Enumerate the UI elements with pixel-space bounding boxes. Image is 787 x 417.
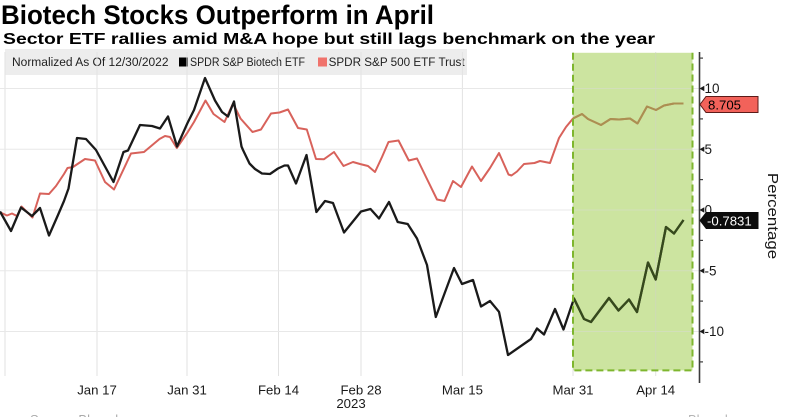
svg-text:Normalized As Of 12/30/2022: Normalized As Of 12/30/2022: [12, 55, 169, 69]
svg-text:SPDR S&P Biotech ETF: SPDR S&P Biotech ETF: [190, 55, 305, 69]
svg-text:Jan 17: Jan 17: [77, 383, 117, 398]
svg-text:2023: 2023: [336, 396, 365, 411]
svg-text:Mar 31: Mar 31: [552, 383, 593, 398]
svg-text:-0.7831: -0.7831: [707, 213, 752, 228]
svg-text:Feb 14: Feb 14: [258, 383, 299, 398]
svg-text:0: 0: [705, 203, 713, 218]
svg-text:10: 10: [705, 81, 720, 96]
svg-text:Jan 31: Jan 31: [167, 383, 207, 398]
svg-text:Percentage: Percentage: [764, 173, 781, 259]
svg-text:Sector ETF rallies amid M&A ho: Sector ETF rallies amid M&A hope but sti…: [3, 31, 655, 48]
svg-text:Feb 28: Feb 28: [340, 383, 381, 398]
svg-text:Bloomberg: Bloomberg: [688, 412, 751, 417]
svg-text:5: 5: [705, 142, 713, 157]
svg-text:Mar 15: Mar 15: [442, 383, 483, 398]
svg-text:8.705: 8.705: [708, 97, 741, 112]
svg-text:-10: -10: [705, 324, 725, 339]
svg-text:-5: -5: [705, 264, 717, 279]
svg-text:Apr 14: Apr 14: [636, 383, 675, 398]
svg-text:Source: Bloomberg: Source: Bloomberg: [30, 412, 141, 417]
svg-text:SPDR S&P 500 ETF Trust: SPDR S&P 500 ETF Trust: [329, 55, 466, 69]
svg-text:Biotech Stocks Outperform in A: Biotech Stocks Outperform in April: [1, 0, 434, 30]
